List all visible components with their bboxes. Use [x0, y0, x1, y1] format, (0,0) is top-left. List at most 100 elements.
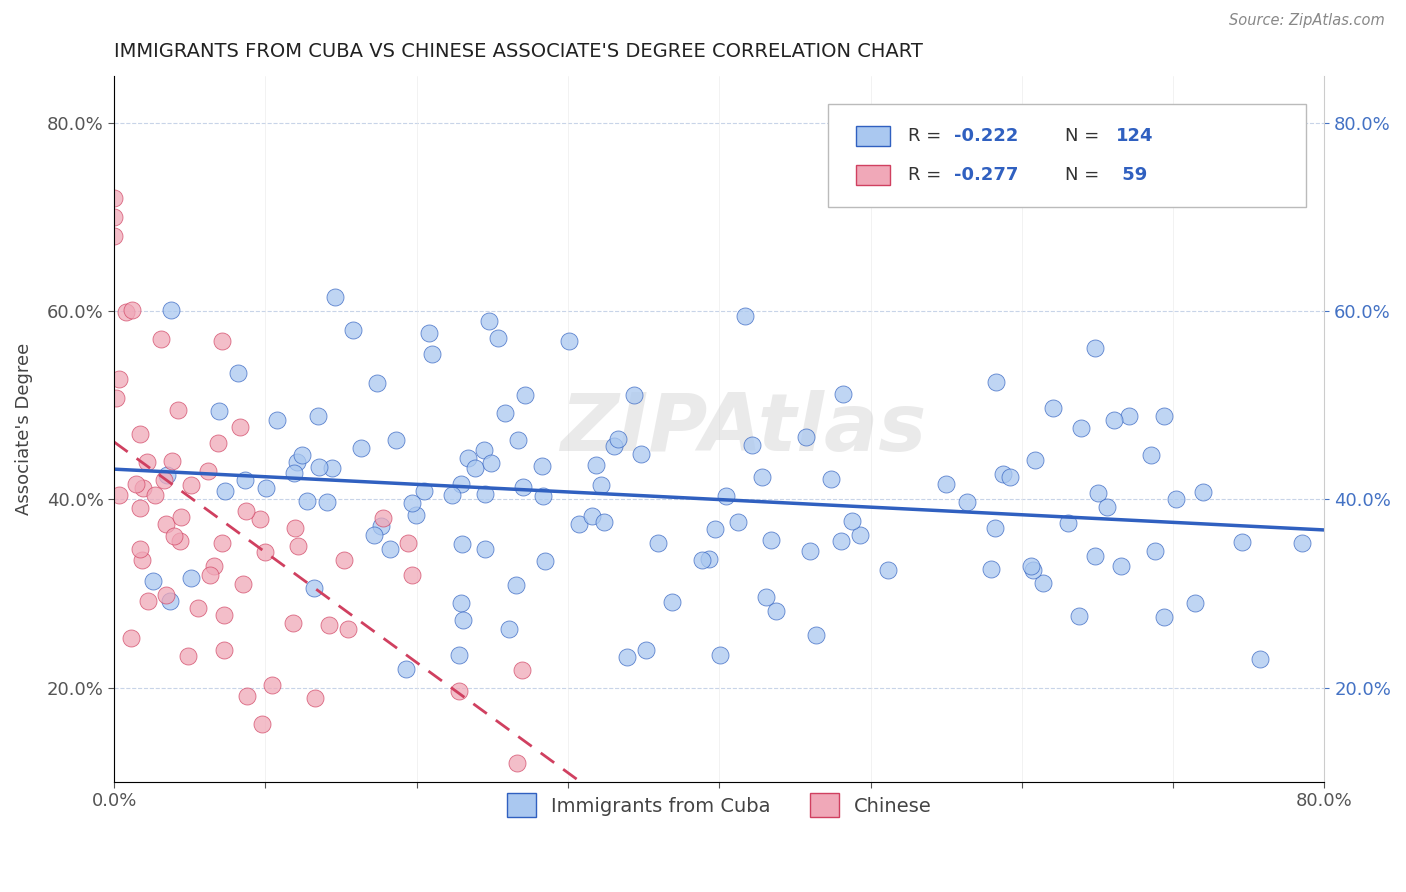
- Point: [363, 528, 385, 542]
- Point: [741, 438, 763, 452]
- Point: [1070, 421, 1092, 435]
- Point: [1143, 544, 1166, 558]
- Point: [935, 477, 957, 491]
- Point: [197, 464, 219, 478]
- Text: 124: 124: [1116, 128, 1154, 145]
- Point: [1084, 341, 1107, 355]
- Point: [531, 489, 554, 503]
- Point: [103, 192, 125, 206]
- Point: [1153, 409, 1175, 424]
- Point: [160, 302, 183, 317]
- Point: [211, 334, 233, 348]
- Point: [557, 334, 579, 348]
- Point: [156, 467, 179, 482]
- Point: [1024, 453, 1046, 467]
- Text: 59: 59: [1116, 166, 1147, 184]
- Point: [1164, 491, 1187, 506]
- Point: [304, 581, 326, 595]
- Point: [447, 684, 470, 698]
- Point: [508, 433, 530, 447]
- Point: [235, 504, 257, 518]
- Point: [104, 391, 127, 405]
- Point: [991, 467, 1014, 481]
- Point: [450, 596, 472, 610]
- Point: [129, 427, 152, 442]
- Point: [1291, 536, 1313, 550]
- Point: [160, 454, 183, 468]
- Point: [108, 488, 131, 502]
- Point: [849, 528, 872, 542]
- Point: [250, 717, 273, 731]
- Point: [983, 521, 1005, 535]
- Point: [714, 489, 737, 503]
- Point: [585, 458, 607, 472]
- Point: [709, 648, 731, 662]
- Point: [318, 617, 340, 632]
- Y-axis label: Associate's Degree: Associate's Degree: [15, 343, 32, 515]
- Point: [166, 402, 188, 417]
- Text: Source: ZipAtlas.com: Source: ZipAtlas.com: [1229, 13, 1385, 28]
- Point: [212, 608, 235, 623]
- Point: [333, 553, 356, 567]
- Point: [129, 542, 152, 557]
- Point: [512, 480, 534, 494]
- Point: [506, 756, 529, 770]
- Point: [450, 477, 472, 491]
- Point: [441, 487, 464, 501]
- Point: [697, 552, 720, 566]
- Point: [794, 429, 817, 443]
- Point: [262, 678, 284, 692]
- Point: [114, 304, 136, 318]
- Point: [1140, 448, 1163, 462]
- Point: [371, 510, 394, 524]
- Point: [304, 690, 326, 705]
- Point: [498, 622, 520, 636]
- Point: [980, 562, 1002, 576]
- Point: [394, 662, 416, 676]
- Point: [478, 314, 501, 328]
- Point: [198, 567, 221, 582]
- Point: [208, 403, 231, 417]
- Point: [727, 515, 749, 529]
- Point: [799, 544, 821, 558]
- Point: [226, 366, 249, 380]
- Point: [150, 332, 173, 346]
- Point: [155, 516, 177, 531]
- Point: [103, 229, 125, 244]
- Point: [177, 648, 200, 663]
- Point: [1095, 500, 1118, 515]
- Point: [457, 450, 479, 465]
- Point: [1153, 610, 1175, 624]
- Point: [207, 436, 229, 450]
- Point: [291, 448, 314, 462]
- Point: [472, 442, 495, 457]
- Point: [630, 447, 652, 461]
- Point: [449, 648, 471, 662]
- Point: [1118, 409, 1140, 423]
- Point: [464, 461, 486, 475]
- Legend: Immigrants from Cuba, Chinese: Immigrants from Cuba, Chinese: [499, 786, 939, 825]
- Point: [295, 494, 318, 508]
- Text: N =: N =: [1066, 128, 1105, 145]
- Point: [1184, 597, 1206, 611]
- Text: R =: R =: [908, 128, 948, 145]
- Point: [1230, 535, 1253, 549]
- Text: -0.277: -0.277: [955, 166, 1018, 184]
- Point: [1000, 470, 1022, 484]
- Point: [533, 554, 555, 568]
- Point: [1249, 652, 1271, 666]
- Text: ZIPAtlas: ZIPAtlas: [561, 390, 927, 468]
- Point: [636, 643, 658, 657]
- Point: [986, 375, 1008, 389]
- Point: [647, 536, 669, 550]
- Point: [308, 459, 330, 474]
- Point: [474, 486, 496, 500]
- Point: [159, 594, 181, 608]
- Point: [142, 574, 165, 588]
- Point: [236, 690, 259, 704]
- Point: [170, 509, 193, 524]
- Point: [136, 455, 159, 469]
- Point: [232, 577, 254, 591]
- Point: [378, 541, 401, 556]
- Point: [283, 466, 305, 480]
